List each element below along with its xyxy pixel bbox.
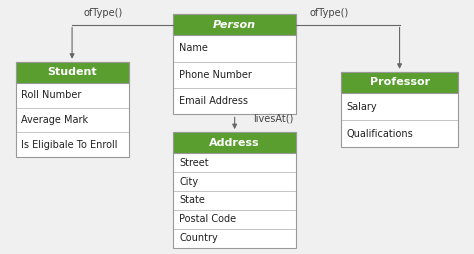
Text: Street: Street (179, 158, 209, 168)
Polygon shape (173, 132, 296, 153)
Polygon shape (16, 62, 128, 157)
Text: Qualifications: Qualifications (346, 129, 413, 139)
Text: Roll Number: Roll Number (21, 90, 82, 100)
Text: ofType(): ofType() (309, 8, 348, 18)
Text: Professor: Professor (370, 77, 429, 87)
Text: livesAt(): livesAt() (254, 113, 294, 123)
Polygon shape (173, 14, 296, 115)
Text: Person: Person (213, 20, 256, 30)
Text: State: State (179, 196, 205, 205)
Polygon shape (341, 72, 458, 147)
Text: Postal Code: Postal Code (179, 214, 236, 224)
Text: Phone Number: Phone Number (179, 70, 252, 80)
Text: Student: Student (47, 67, 97, 77)
Text: ofType(): ofType() (83, 8, 122, 18)
Polygon shape (173, 132, 296, 248)
Text: City: City (179, 177, 198, 187)
Text: Average Mark: Average Mark (21, 115, 88, 125)
Text: Email Address: Email Address (179, 96, 248, 106)
Polygon shape (173, 14, 296, 35)
Text: Salary: Salary (346, 102, 377, 112)
Text: Address: Address (210, 138, 260, 148)
Polygon shape (341, 72, 458, 93)
Polygon shape (16, 62, 128, 83)
Text: Name: Name (179, 43, 208, 54)
Text: Is Eligibale To Enroll: Is Eligibale To Enroll (21, 140, 118, 150)
Text: Country: Country (179, 233, 218, 243)
